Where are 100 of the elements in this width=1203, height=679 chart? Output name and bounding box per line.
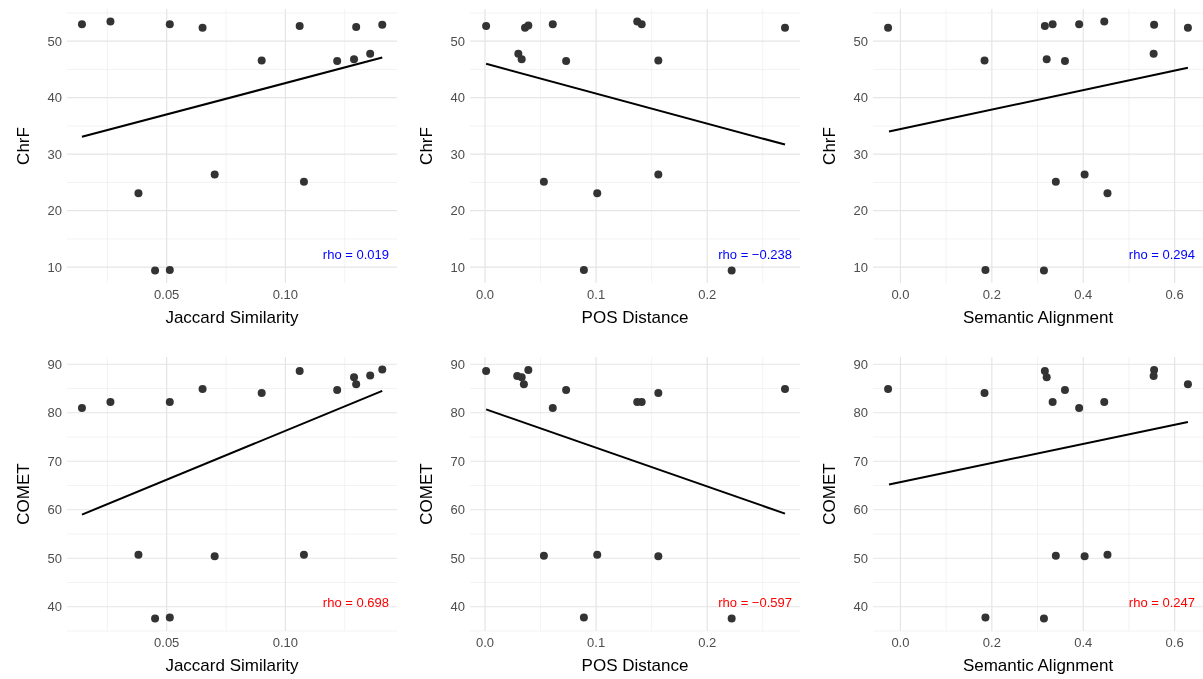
point: [1103, 550, 1112, 559]
x-tick-label: 0.4: [1074, 287, 1093, 302]
point: [1060, 385, 1069, 394]
y-axis-title: ChrF: [820, 127, 839, 165]
y-tick-label: 30: [853, 146, 868, 162]
point: [106, 398, 115, 407]
y-tick-label: 90: [47, 356, 62, 372]
point: [579, 266, 588, 275]
annotation: rho = 0.698: [322, 595, 389, 610]
point: [519, 380, 528, 389]
point: [352, 23, 361, 32]
point: [366, 49, 375, 58]
point: [482, 21, 491, 30]
point: [1060, 56, 1069, 65]
point: [1048, 20, 1057, 29]
point: [1075, 20, 1084, 29]
y-tick-label: 20: [450, 203, 465, 219]
x-tick-label: 0.1: [587, 635, 606, 650]
point: [593, 550, 602, 559]
point: [134, 189, 143, 198]
x-tick-label: 0.0: [891, 635, 910, 650]
point: [980, 388, 989, 397]
y-tick-label: 10: [853, 259, 868, 275]
point: [1051, 551, 1060, 560]
x-tick-label: 0.2: [982, 635, 1001, 650]
point: [1042, 373, 1051, 382]
point: [524, 366, 533, 375]
point: [781, 23, 789, 32]
point: [1100, 17, 1109, 26]
point: [1103, 189, 1112, 198]
y-tick-label: 80: [853, 405, 868, 421]
point: [1040, 367, 1049, 376]
annotation: rho = 0.294: [1128, 247, 1195, 262]
y-tick-label: 20: [853, 203, 868, 219]
point: [366, 371, 375, 380]
x-tick-label: 0.2: [698, 287, 717, 302]
y-axis-title: ChrF: [417, 127, 436, 165]
point: [295, 21, 304, 30]
y-tick-label: 40: [47, 90, 62, 106]
point: [654, 170, 663, 179]
x-tick-label: 0.10: [272, 287, 299, 302]
point: [1040, 21, 1049, 30]
y-tick-label: 50: [853, 33, 868, 49]
point: [299, 177, 308, 186]
point: [1080, 170, 1089, 179]
point: [524, 21, 533, 30]
point: [1183, 23, 1192, 32]
point: [198, 23, 207, 32]
point: [539, 551, 548, 560]
y-axis-title: ChrF: [14, 127, 33, 165]
point: [1150, 20, 1159, 29]
point: [654, 552, 663, 561]
y-tick-label: 80: [47, 405, 62, 421]
y-tick-label: 70: [450, 453, 465, 469]
point: [548, 20, 557, 29]
point: [884, 385, 893, 394]
point: [514, 49, 523, 58]
x-axis-title: Jaccard Similarity: [165, 308, 300, 327]
x-axis-title: POS Distance: [581, 656, 689, 675]
y-tick-label: 20: [47, 203, 62, 219]
point: [517, 55, 526, 64]
y-axis-title: COMET: [820, 463, 839, 525]
point: [1183, 380, 1192, 389]
point: [562, 56, 571, 65]
x-axis-title: Jaccard Similarity: [165, 656, 300, 675]
y-tick-label: 70: [47, 453, 62, 469]
point: [210, 170, 219, 179]
y-tick-label: 50: [47, 550, 62, 566]
point: [350, 373, 359, 382]
point: [727, 266, 736, 275]
point: [210, 552, 219, 561]
point: [1075, 403, 1084, 412]
point: [1149, 49, 1158, 58]
x-tick-label: 0.1: [587, 287, 606, 302]
point: [637, 20, 646, 29]
y-tick-label: 50: [450, 33, 465, 49]
y-tick-label: 50: [853, 550, 868, 566]
y-tick-label: 80: [450, 405, 465, 421]
y-tick-label: 40: [853, 599, 868, 615]
y-tick-label: 60: [47, 502, 62, 518]
y-tick-label: 40: [47, 599, 62, 615]
point: [579, 613, 588, 622]
x-axis-title: Semantic Alignment: [962, 656, 1114, 675]
point: [378, 20, 387, 29]
point: [198, 385, 207, 394]
y-tick-label: 60: [853, 502, 868, 518]
y-axis-title: COMET: [14, 463, 33, 525]
point: [257, 56, 266, 65]
x-tick-label: 0.0: [475, 635, 495, 650]
x-tick-label: 0.2: [982, 287, 1001, 302]
point: [1051, 177, 1060, 186]
point: [1149, 371, 1158, 380]
annotation: rho = 0.247: [1128, 595, 1195, 610]
point: [654, 56, 663, 65]
point: [1042, 55, 1051, 64]
point: [378, 365, 387, 374]
point: [165, 20, 174, 29]
x-axis-title: POS Distance: [581, 308, 689, 327]
point: [1039, 614, 1048, 623]
y-tick-label: 30: [47, 146, 62, 162]
